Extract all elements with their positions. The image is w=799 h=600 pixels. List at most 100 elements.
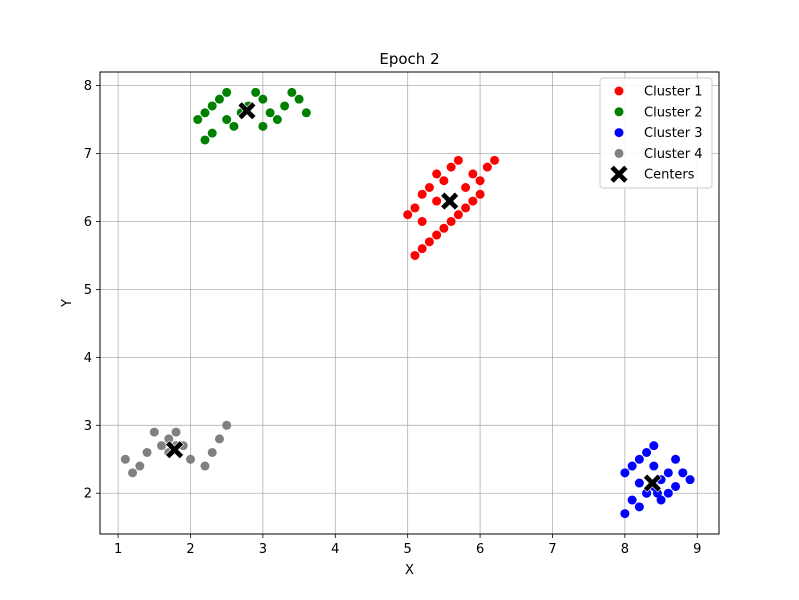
legend-marker-2 (614, 107, 624, 117)
x-tick-label: 7 (548, 542, 556, 557)
cluster-3-point (634, 502, 644, 512)
axis-ticks: 1 2 3 4 5 6 7 8 9 2 3 4 5 6 7 8 (84, 79, 702, 557)
legend-marker-4 (614, 148, 624, 158)
plot-frame (99, 71, 720, 535)
legend-marker-3 (614, 128, 624, 138)
cluster-1-point (424, 237, 434, 247)
cluster-1-point (432, 196, 442, 206)
cluster-2-point (214, 94, 224, 104)
cluster-3-point (671, 481, 681, 491)
cluster-1-point (490, 155, 500, 165)
x-tick-label: 4 (331, 542, 339, 557)
cluster-1-point (410, 203, 420, 213)
legend: Cluster 1 Cluster 2 Cluster 3 Cluster 4 Cent… (599, 77, 713, 189)
cluster-1-point (410, 250, 420, 260)
y-axis-label: Y (60, 299, 75, 308)
cluster-1-point (453, 210, 463, 220)
y-tick-label: 6 (84, 215, 92, 230)
x-tick-label: 8 (621, 542, 629, 557)
cluster-2-point (251, 87, 261, 97)
cluster-1-point (482, 162, 492, 172)
x-axis-label: X (405, 563, 414, 578)
cluster-3-point (620, 468, 630, 478)
x-tick-label: 3 (259, 542, 267, 557)
cluster-2-point (207, 101, 217, 111)
cluster-2-point (258, 121, 268, 131)
center-marker (165, 440, 184, 460)
cluster-3-point (634, 454, 644, 464)
cluster-2-point (200, 135, 210, 145)
cluster-4-point (207, 447, 217, 457)
cluster-3-point (634, 478, 644, 488)
legend-label: Cluster 1 (644, 85, 703, 100)
y-tick-label: 4 (84, 351, 92, 366)
cluster-3-point (620, 509, 630, 519)
cluster-4-point (222, 420, 232, 430)
cluster-4-point (171, 427, 181, 437)
cluster-1-point (468, 169, 478, 179)
legend-marker-centers (609, 164, 629, 184)
legend-label: Cluster 3 (644, 126, 703, 141)
cluster-4-point (214, 434, 224, 444)
x-tick-label: 2 (186, 542, 194, 557)
cluster-4-point (185, 454, 195, 464)
cluster-2-point (200, 108, 210, 118)
cluster-1-point (424, 183, 434, 192)
cluster-1-point (446, 162, 456, 172)
x-tick-label: 1 (114, 542, 122, 557)
cluster-1-point (453, 155, 463, 165)
cluster-3-point (663, 468, 673, 478)
legend-box (599, 77, 713, 189)
cluster-2-point (222, 115, 232, 125)
cluster-1-point (439, 223, 449, 233)
cluster-3-point (642, 447, 652, 457)
cluster-1-point (439, 176, 449, 186)
legend-marker-1 (614, 86, 624, 96)
cluster-3-point (627, 495, 637, 505)
x-tick-label: 6 (476, 542, 484, 557)
cluster-1-point (461, 183, 471, 192)
center-marker (440, 191, 460, 211)
chart-title: Epoch 2 (379, 50, 439, 68)
cluster-3-point (642, 488, 652, 498)
cluster-4-point (120, 454, 130, 464)
cluster-2-point (287, 87, 297, 97)
cluster-4-point (128, 468, 138, 478)
legend-label: Centers (644, 168, 695, 183)
y-tick-label: 8 (84, 79, 92, 94)
cluster-2-point (258, 94, 268, 104)
cluster-1-point (461, 203, 471, 213)
cluster-3-point (649, 461, 659, 471)
y-tick-label: 2 (84, 487, 92, 502)
cluster-3-point (663, 488, 673, 498)
cluster-1-point (432, 230, 442, 240)
center-marker (237, 101, 257, 121)
data-points (120, 87, 695, 519)
center-marker (642, 473, 662, 493)
cluster-2-point (222, 87, 232, 97)
cluster-3-point (627, 461, 637, 471)
cluster-4-point (135, 461, 145, 471)
cluster-1-point (475, 189, 485, 199)
cluster-2-point (207, 128, 217, 138)
cluster-2-point (301, 108, 311, 118)
cluster-3-point (678, 468, 688, 478)
cluster-3-point (671, 454, 681, 464)
cluster-4-point (157, 441, 167, 451)
cluster-3-point (685, 475, 695, 485)
cluster-centers (165, 101, 662, 493)
y-tick-label: 5 (84, 283, 92, 298)
cluster-1-point (475, 176, 485, 186)
cluster-1-point (432, 169, 442, 179)
cluster-2-point (280, 101, 290, 111)
cluster-1-point (446, 216, 456, 226)
cluster-4-point (142, 447, 152, 457)
legend-label: Cluster 4 (644, 147, 703, 162)
cluster-4-point (149, 427, 159, 437)
y-tick-label: 7 (84, 147, 92, 162)
cluster-1-point (417, 189, 427, 199)
cluster-4-point (200, 461, 210, 471)
cluster-2-point (193, 115, 203, 125)
cluster-1-point (468, 196, 478, 206)
